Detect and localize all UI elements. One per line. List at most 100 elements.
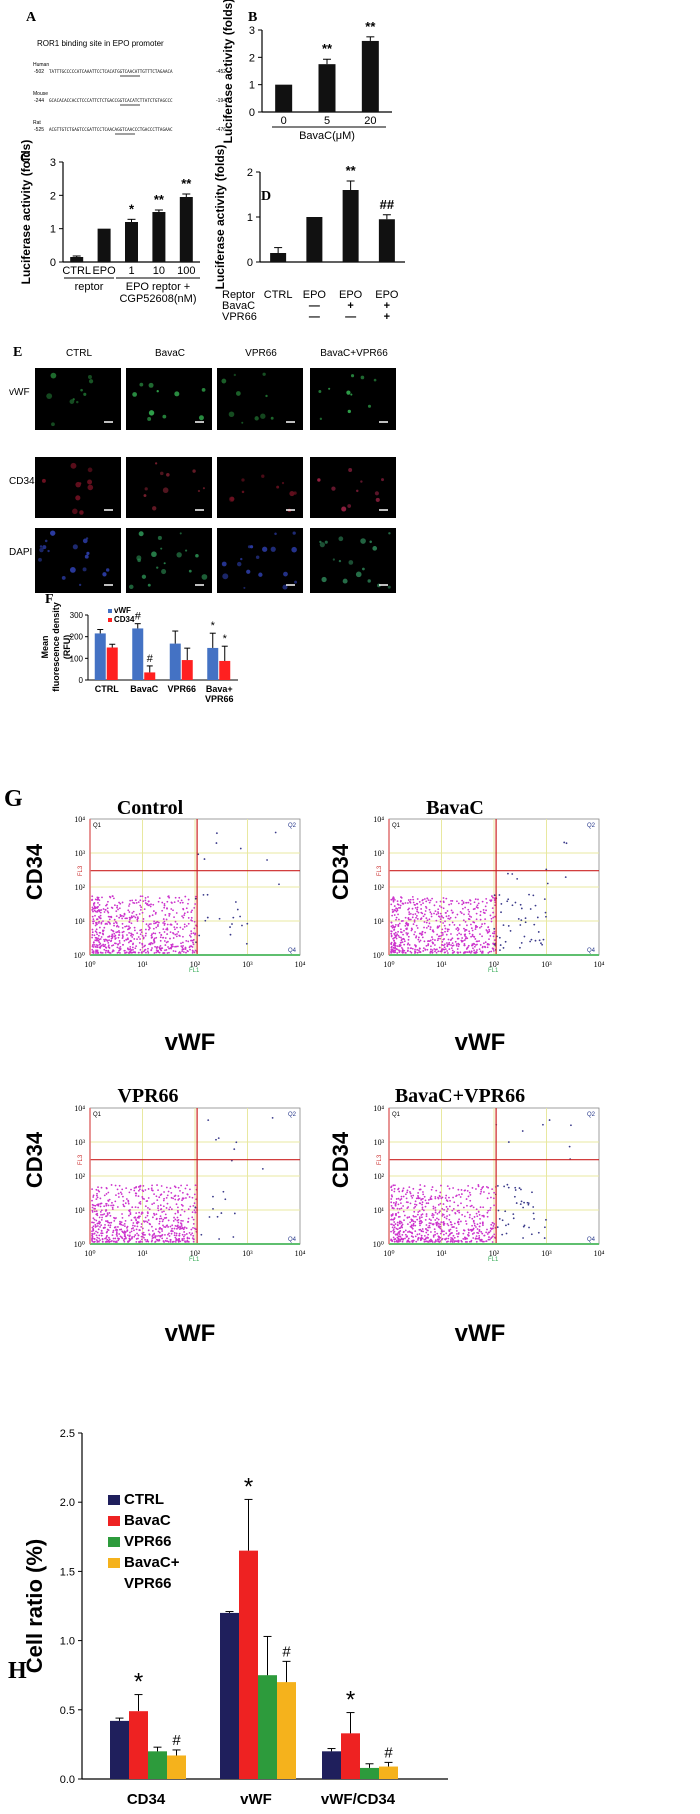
event-dot: [232, 916, 235, 919]
event-dot: [545, 915, 547, 918]
event-dot: [418, 949, 420, 952]
event-dot: [440, 934, 443, 937]
event-dot: [151, 933, 153, 936]
event-dot: [480, 1190, 483, 1193]
bar: [167, 1755, 186, 1779]
event-dot: [128, 920, 131, 923]
event-dot: [103, 1226, 106, 1229]
event-dot: [421, 1237, 424, 1240]
event-dot: [192, 1240, 195, 1243]
cell-dot: [136, 555, 142, 561]
significance-mark: *: [244, 1473, 253, 1500]
event-dot: [457, 945, 460, 948]
row-label-reptor: Reptor: [222, 289, 255, 301]
event-dot: [524, 921, 527, 924]
event-dot: [153, 1212, 155, 1215]
event-dot: [135, 1222, 138, 1224]
event-dot: [185, 951, 187, 954]
event-dot: [99, 947, 102, 949]
event-dot: [110, 1221, 113, 1224]
event-dot: [192, 932, 195, 935]
event-dot: [489, 914, 492, 917]
event-dot: [172, 950, 175, 952]
event-dot: [166, 933, 169, 935]
event-dot: [114, 1237, 117, 1240]
y-axis-label: CD34: [22, 1131, 47, 1188]
event-dot: [533, 923, 536, 926]
event-dot: [137, 951, 140, 954]
event-dot: [161, 1230, 164, 1232]
event-dot: [423, 898, 426, 900]
y-tick-label: 1.5: [60, 1566, 75, 1578]
event-dot: [486, 1233, 489, 1235]
event-dot: [99, 926, 101, 929]
event-dot: [407, 938, 410, 941]
cell-dot: [70, 462, 77, 469]
event-dot: [538, 939, 541, 942]
event-dot: [417, 938, 420, 941]
event-dot: [98, 910, 101, 913]
event-dot: [137, 1189, 140, 1192]
event-dot: [115, 1229, 117, 1232]
event-dot: [418, 1188, 421, 1191]
event-dot: [391, 926, 394, 929]
event-dot: [148, 1222, 151, 1225]
event-dot: [444, 920, 446, 923]
event-dot: [173, 1232, 176, 1234]
event-dot: [440, 1230, 443, 1233]
event-dot: [158, 1196, 161, 1199]
event-dot: [104, 923, 107, 925]
micrograph-background: [126, 457, 212, 518]
event-dot: [488, 938, 490, 941]
event-dot: [460, 1202, 462, 1205]
event-dot: [96, 944, 99, 947]
legend-label: VPR66: [124, 1533, 172, 1550]
event-dot: [155, 926, 158, 929]
event-dot: [123, 1240, 126, 1243]
event-dot: [414, 1235, 417, 1238]
event-dot: [393, 929, 395, 931]
event-dot: [183, 1235, 185, 1238]
event-dot: [191, 1237, 194, 1240]
event-dot: [117, 1237, 120, 1240]
event-dot: [177, 1226, 180, 1229]
cell-dot: [201, 574, 208, 580]
event-dot: [490, 1237, 492, 1240]
event-dot: [117, 1196, 120, 1198]
cell-dot: [162, 414, 167, 419]
event-dot: [422, 1193, 425, 1196]
event-dot: [438, 925, 441, 927]
cell-dot: [174, 391, 180, 397]
event-dot: [424, 931, 427, 934]
x-tick-label: 10³: [541, 960, 552, 969]
event-dot: [446, 1215, 448, 1218]
event-dot: [532, 1212, 535, 1215]
event-dot: [529, 940, 532, 943]
event-dot: [392, 944, 395, 947]
event-dot: [143, 945, 146, 948]
event-dot: [167, 895, 170, 898]
event-dot: [445, 915, 448, 918]
event-dot: [391, 924, 394, 927]
event-dot: [147, 947, 149, 950]
fl3-label: FL3: [377, 865, 383, 876]
quadrant-label: Q1: [93, 823, 102, 829]
event-dot: [134, 916, 137, 919]
event-dot: [143, 949, 146, 952]
event-dot: [479, 1222, 482, 1225]
event-dot: [169, 937, 171, 940]
event-dot: [413, 919, 416, 922]
event-dot: [118, 931, 121, 934]
event-dot: [464, 906, 467, 909]
event-dot: [147, 1212, 149, 1215]
cell-dot: [265, 394, 268, 398]
cell-dot: [105, 568, 110, 572]
event-dot: [97, 934, 100, 937]
event-dot: [394, 1204, 397, 1207]
event-dot: [441, 928, 444, 931]
event-dot: [140, 1235, 143, 1238]
event-dot: [393, 1187, 396, 1190]
event-dot: [501, 1233, 504, 1236]
cell-dot: [76, 400, 79, 404]
event-dot: [464, 951, 467, 953]
